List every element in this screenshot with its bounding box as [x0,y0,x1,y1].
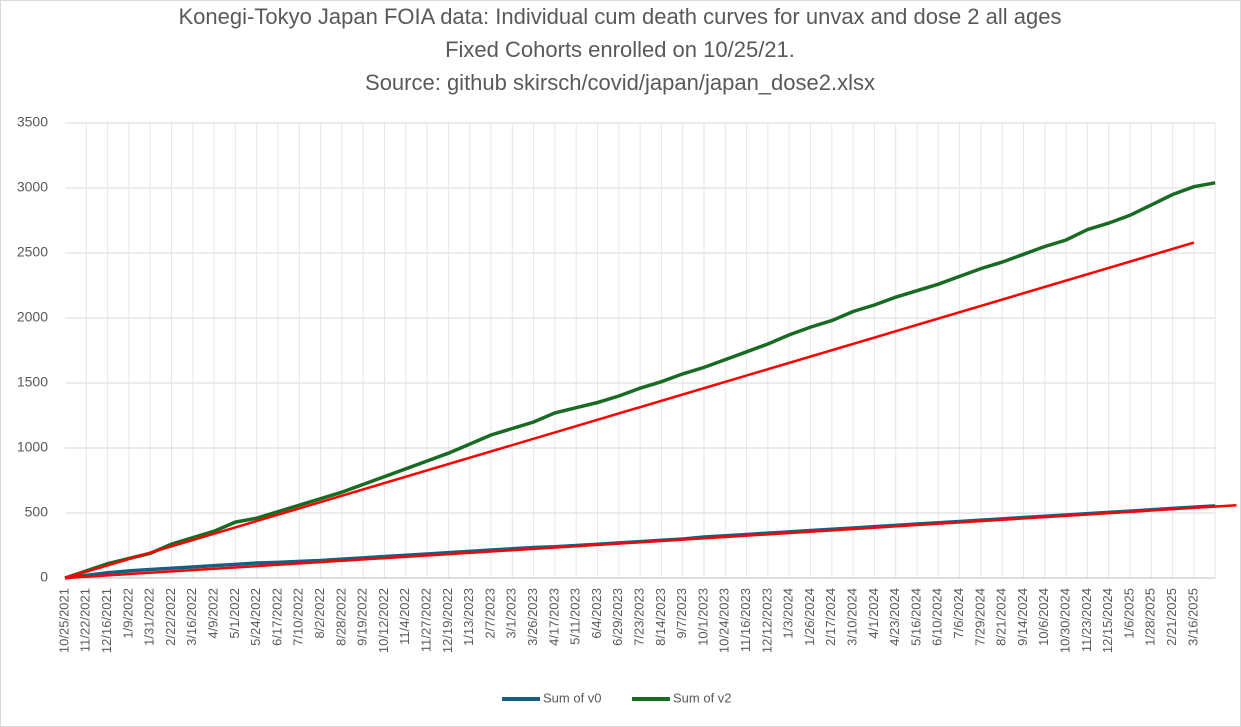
x-tick-label: 2/21/2025 [1164,588,1179,646]
x-tick-label: 4/23/2024 [887,588,902,646]
x-tick-label: 3/1/2023 [504,588,519,639]
x-tick-label: 5/24/2022 [248,588,263,646]
x-tick-label: 5/1/2022 [227,588,242,639]
x-tick-label: 1/13/2023 [461,588,476,646]
x-tick-label: 1/28/2025 [1143,588,1158,646]
x-tick-label: 10/24/2023 [717,588,732,653]
x-tick-label: 11/22/2021 [78,588,93,652]
x-tick-label: 6/10/2024 [930,588,945,646]
x-tick-label: 8/2/2022 [312,588,327,639]
x-tick-label: 11/23/2024 [1079,588,1094,652]
y-tick-label: 500 [25,504,49,520]
x-tick-label: 9/14/2024 [1015,588,1030,646]
x-tick-label: 10/6/2024 [1036,588,1051,646]
x-tick-label: 4/9/2022 [206,588,221,639]
trend-line [64,503,1237,580]
x-tick-label: 3/26/2023 [525,588,540,646]
x-tick-label: 12/12/2023 [759,588,774,653]
x-tick-label: 10/12/2022 [376,588,391,653]
x-tick-label: 8/14/2023 [653,588,668,646]
y-tick-label: 1000 [17,439,48,455]
y-tick-label: 3000 [17,179,48,195]
x-tick-label: 7/29/2024 [972,588,987,646]
x-tick-label: 7/10/2022 [291,588,306,646]
x-tick-label: 11/16/2023 [738,588,753,652]
x-tick-label: 2/17/2024 [823,588,838,646]
x-tick-label: 1/3/2024 [781,588,796,639]
x-tick-label: 8/28/2022 [333,588,348,646]
y-tick-label: 0 [40,569,48,585]
x-tick-label: 4/1/2024 [866,588,881,639]
x-tick-label: 6/17/2022 [269,588,284,646]
y-tick-label: 2500 [17,244,48,260]
chart-title: Fixed Cohorts enrolled on 10/25/21. [445,37,795,62]
x-tick-label: 3/16/2025 [1185,588,1200,646]
x-tick-label: 7/6/2024 [951,588,966,639]
x-tick-label: 6/29/2023 [610,588,625,646]
y-tick-label: 3500 [17,114,48,130]
x-tick-label: 12/16/2021 [99,588,114,653]
chart-title: Konegi-Tokyo Japan FOIA data: Individual… [179,4,1062,29]
x-tick-label: 2/7/2023 [482,588,497,639]
x-tick-label: 3/10/2024 [845,588,860,646]
series-line [64,181,1216,580]
x-tick-label: 4/17/2023 [546,588,561,646]
legend-label: Sum of v0 [543,690,602,705]
x-tick-label: 1/9/2022 [120,588,135,639]
x-tick-label: 5/16/2024 [908,588,923,646]
x-tick-label: 6/4/2023 [589,588,604,639]
x-tick-label: 12/15/2024 [1100,588,1115,653]
x-tick-label: 1/6/2025 [1121,588,1136,639]
x-tick-label: 10/30/2024 [1058,588,1073,653]
x-tick-label: 12/19/2022 [440,588,455,653]
x-tick-label: 1/26/2024 [802,588,817,646]
y-tick-label: 2000 [17,309,48,325]
x-tick-label: 10/1/2023 [695,588,710,646]
x-tick-label: 11/27/2022 [419,588,434,652]
trend-line [64,241,1195,580]
x-tick-label: 3/16/2022 [184,588,199,646]
x-tick-label: 9/7/2023 [674,588,689,639]
x-tick-label: 7/23/2023 [632,588,647,646]
x-tick-label: 9/19/2022 [355,588,370,646]
x-tick-label: 2/22/2022 [163,588,178,646]
x-tick-label: 8/21/2024 [994,588,1009,646]
x-tick-label: 5/11/2023 [568,588,583,645]
x-tick-label: 11/4/2022 [397,588,412,645]
y-tick-label: 1500 [17,374,48,390]
chart-title: Source: github skirsch/covid/japan/japan… [365,70,875,95]
x-tick-label: 1/31/2022 [142,588,157,646]
legend-label: Sum of v2 [673,690,732,705]
x-tick-label: 10/25/2021 [56,588,71,653]
